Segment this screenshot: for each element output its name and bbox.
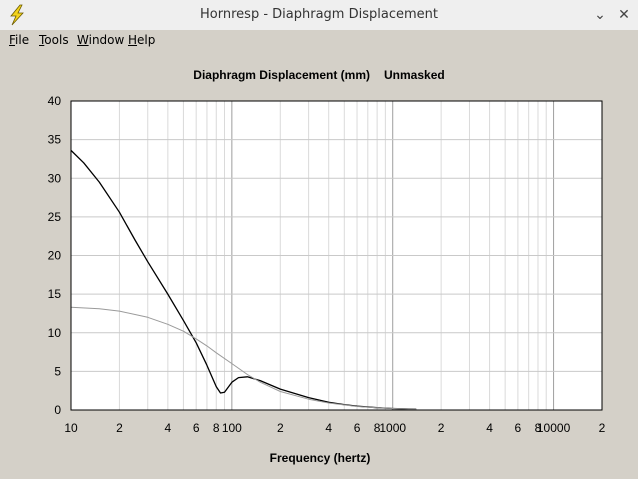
x-tick-label: 2 xyxy=(599,421,606,435)
plot-frame xyxy=(70,100,603,411)
y-tick-label: 15 xyxy=(48,287,62,301)
y-tick-label: 25 xyxy=(48,210,62,224)
menu-window[interactable]: Window xyxy=(77,33,124,47)
x-tick-label: 100 xyxy=(222,421,242,435)
window-title: Hornresp - Diaphragm Displacement xyxy=(200,7,438,22)
y-tick-label: 10 xyxy=(48,326,62,340)
y-tick-label: 5 xyxy=(54,364,61,378)
x-tick-label: 4 xyxy=(486,421,493,435)
menu-window-mnemonic: W xyxy=(77,33,89,47)
x-tick-label: 6 xyxy=(354,421,361,435)
x-tick-label: 2 xyxy=(116,421,123,435)
menu-help-label: elp xyxy=(137,33,156,47)
menu-file-mnemonic: F xyxy=(9,33,16,47)
x-tick-label: 1000 xyxy=(379,421,406,435)
x-tick-label: 6 xyxy=(515,421,522,435)
y-tick-label: 20 xyxy=(48,249,62,263)
title-bar: Hornresp - Diaphragm Displacement ⌄ ✕ xyxy=(0,0,638,31)
x-tick-label: 2 xyxy=(277,421,284,435)
chart-title: Diaphragm Displacement (mm) xyxy=(193,68,370,82)
x-tick-label: 4 xyxy=(325,421,332,435)
minimize-button[interactable]: ⌄ xyxy=(594,7,606,23)
close-button[interactable]: ✕ xyxy=(618,7,630,23)
series-group xyxy=(70,149,417,410)
x-tick-label: 6 xyxy=(193,421,200,435)
x-tick-label: 2 xyxy=(438,421,445,435)
x-tick-label: 10 xyxy=(64,421,78,435)
series-line-2 xyxy=(70,306,417,410)
y-tick-labels: 0 5 10 15 20 25 30 35 40 xyxy=(48,94,62,417)
x-tick-label: 4 xyxy=(165,421,172,435)
menu-help[interactable]: Help xyxy=(128,33,155,47)
chart-title-row: Diaphragm Displacement (mm) Unmasked xyxy=(0,68,638,82)
y-tick-label: 30 xyxy=(48,171,62,185)
y-tick-label: 0 xyxy=(54,403,61,417)
x-tick-label: 8 xyxy=(213,421,220,435)
y-tick-label: 40 xyxy=(48,94,62,108)
y-tick-label: 35 xyxy=(48,133,62,147)
menu-help-mnemonic: H xyxy=(128,33,138,47)
x-tick-label: 8 xyxy=(535,421,542,435)
menu-window-label: indow xyxy=(88,33,125,47)
menu-tools-mnemonic: T xyxy=(39,33,45,47)
x-axis-label: Frequency (hertz) xyxy=(269,451,371,465)
chart-subtitle: Unmasked xyxy=(384,68,445,82)
menu-bar: File Tools Window Help xyxy=(0,30,638,52)
lightning-bolt-icon xyxy=(10,4,24,26)
grid-lines xyxy=(71,101,602,410)
menu-file-label: ile xyxy=(15,33,30,47)
menu-file[interactable]: File xyxy=(9,33,29,47)
menu-tools[interactable]: Tools xyxy=(39,33,69,47)
x-tick-label: 8 xyxy=(374,421,381,435)
x-tick-label: 10000 xyxy=(537,421,571,435)
menu-tools-label: ools xyxy=(44,33,69,47)
